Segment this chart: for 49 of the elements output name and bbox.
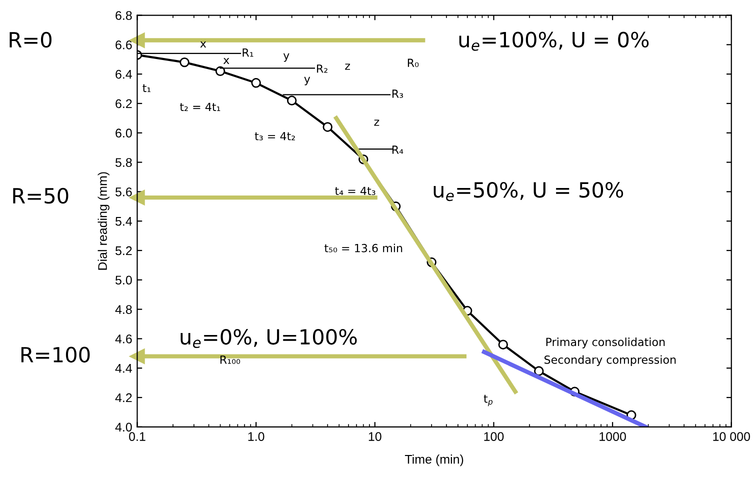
annotation: y [283,53,290,62]
annotation: Primary consolidation [546,338,665,348]
annotation: t$_{p}$ [484,394,493,406]
annotation: R₁ [242,48,254,57]
x-axis-title: Time (min) [404,454,464,466]
y-tick-label: 4.0 [115,422,132,432]
annotation: x [200,41,206,48]
annotation: Secondary compression [544,355,676,366]
annotation: R₀ [408,58,419,68]
annotation: y [304,76,310,86]
annotation: u$_{e}$=50%, U = 50% [434,182,624,202]
annotation: t₃ = 4t₂ [254,132,295,140]
text: R=50 [13,188,68,204]
x-tick-label: 100 [484,432,504,441]
annotation: t₂ = 4t₁ [180,102,220,111]
x-tick-label: 10 [368,432,382,441]
x-tick-label: 1.0 [248,432,264,441]
annotation: u$_{e}$=100%, U = 0% [459,32,649,51]
y-tick-label: 6.0 [116,128,132,138]
y-tick-label: 5.4 [115,217,132,226]
text: R=0 [10,32,52,48]
text: R=100 [21,346,90,363]
x-tick-label: 1000 [600,432,626,441]
annotation: R₄ [392,146,404,154]
annotation: R₁₀₀ [220,356,240,364]
y-tick-label: 4.2 [115,393,132,402]
annotation: x [223,58,230,64]
y-tick-label: 6.6 [116,40,132,50]
y-tick-label: 4.4 [115,364,132,373]
y-tick-label: 4.8 [115,305,132,314]
annotation: z [345,64,350,70]
y-tick-label: 5.2 [115,246,132,256]
y-axis-title: Dial reading (mm) [98,172,110,270]
annotation: t₁ [142,84,151,92]
y-tick-label: 5.8 [115,158,132,167]
x-tick-label: 0.1 [129,432,146,441]
annotation: u$_{e}$=0%, U=100% [180,328,357,348]
annotation: R₂ [317,64,328,73]
x-tick-label: 10 000 [713,432,750,441]
annotation: t₅₀ = 13.6 min [324,244,402,252]
y-tick-label: 6.4 [116,70,132,79]
annotation: t₄ = 4t₃ [335,186,376,196]
y-tick-label: 5.6 [115,187,132,196]
annotation: z [374,120,380,126]
y-tick-label: 6.8 [116,11,132,20]
y-tick-label: 5.0 [115,276,132,285]
y-tick-label: 6.2 [116,99,132,108]
annotation: R₃ [392,90,403,98]
y-tick-label: 4.6 [115,334,132,344]
